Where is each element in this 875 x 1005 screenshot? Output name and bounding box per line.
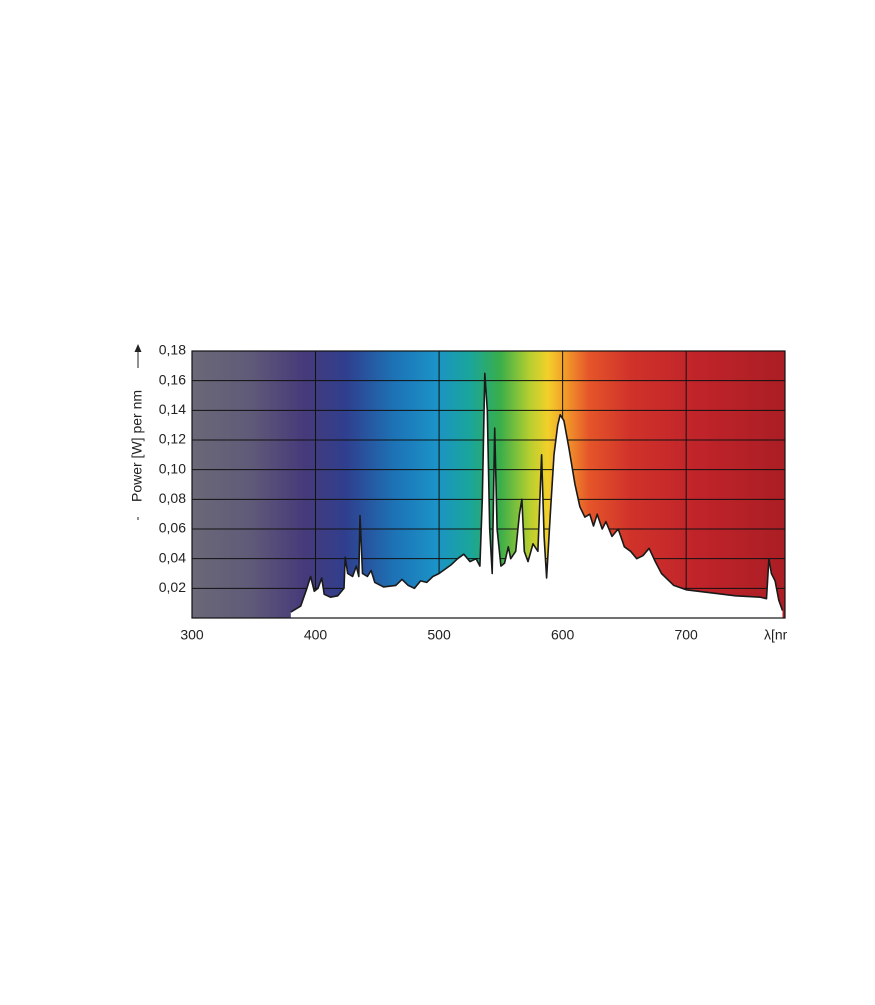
x-tick-label: 700 (674, 627, 698, 643)
y-tick-label: 0,08 (159, 490, 186, 506)
y-axis-label: Power [W] per nm (129, 390, 145, 502)
labels: 0,02 0,04 0,06 0,08 0,10 0,12 0,14 0,16 0,18 300 4… (159, 342, 698, 643)
y-tick-label: 0,18 (159, 342, 186, 358)
y-tick-label: 0,12 (159, 431, 186, 447)
marks (290, 372, 784, 618)
x-tick-label: 600 (551, 627, 575, 643)
x-axis-label: λ[nm] (764, 627, 798, 643)
x-tick-label: 400 (304, 627, 328, 643)
plot-frame (191, 350, 786, 619)
y-tick-label: 0,02 (159, 579, 186, 595)
area-line (290, 372, 784, 613)
y-tick-label: 0,16 (159, 371, 186, 387)
y-tick-label: 0,04 (159, 549, 186, 565)
x-tick-label: 500 (427, 627, 451, 643)
y-axis-arrow-head (134, 344, 142, 352)
x-tick-label: 300 (180, 627, 204, 643)
y-tick-label: 0,06 (159, 520, 186, 536)
y-tick-label: 0,10 (159, 460, 186, 476)
y-tick-label: 0,14 (159, 401, 186, 417)
chart-body: 0,02 0,04 0,06 0,08 0,10 0,12 0,14 0,16 0,18 300 4… (129, 342, 798, 643)
